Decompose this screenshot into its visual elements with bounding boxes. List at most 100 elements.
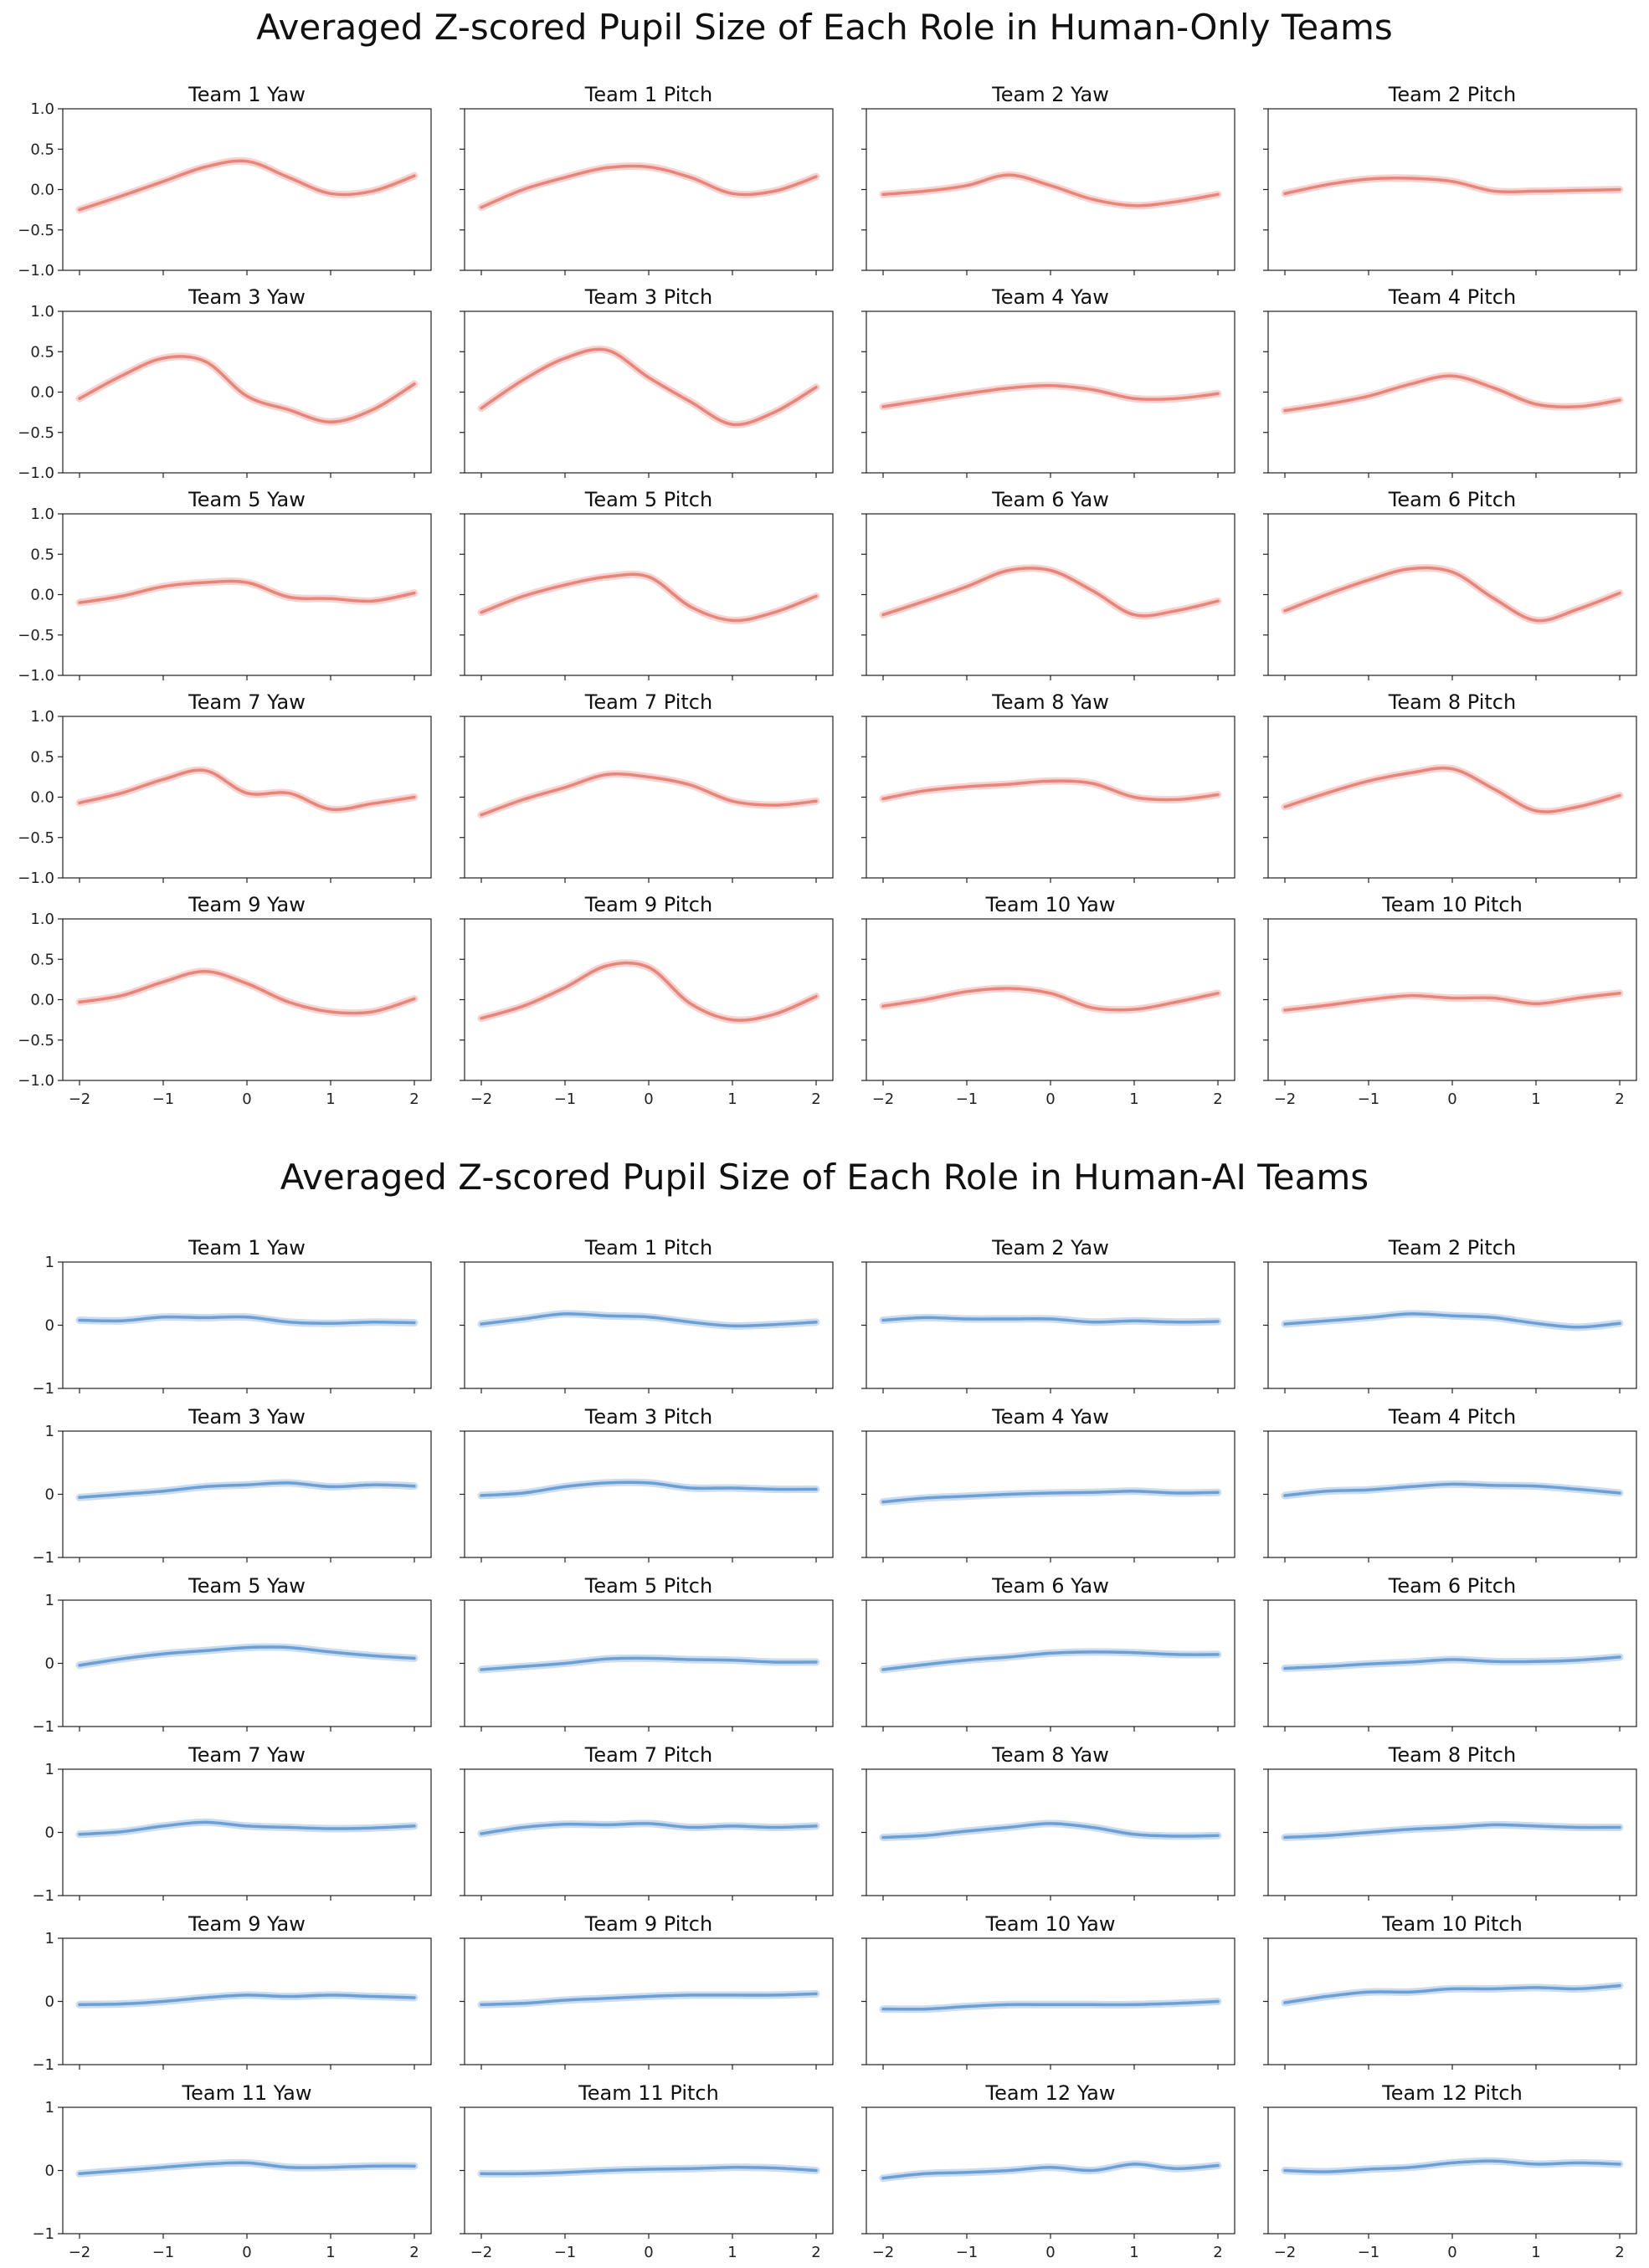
- human-only-y-tick-label: −0.5: [18, 627, 54, 644]
- human-only-panel-title: Team 6 Yaw: [991, 488, 1109, 511]
- human-only-x-tick-label: 2: [811, 1090, 820, 1108]
- human-ai-x-tick-label: 1: [1129, 2244, 1138, 2261]
- human-ai-y-tick-label: 0: [45, 2163, 54, 2180]
- human-ai-panel-title: Team 1 Pitch: [584, 1236, 712, 1260]
- human-ai-series-line-team-8-pitch: [1283, 1823, 1621, 1840]
- human-ai-panel-title: Team 5 Yaw: [188, 1574, 306, 1598]
- human-only-series-line-team-5-yaw: [78, 579, 416, 604]
- human-only-x-tick-label: −1: [554, 1090, 577, 1108]
- human-ai-x-tick-label: −1: [1358, 2244, 1380, 2261]
- human-only-series-line-team-7-yaw: [78, 768, 416, 812]
- human-ai-series-line-team-5-yaw: [78, 1645, 416, 1667]
- human-only-panel-title: Team 1 Pitch: [584, 83, 712, 106]
- human-only-y-tick-label: −0.5: [18, 424, 54, 442]
- human-only-series-line-team-10-yaw: [881, 987, 1220, 1012]
- human-only-y-tick-label: −1.0: [18, 464, 54, 482]
- human-only-y-tick-label: −1.0: [18, 667, 54, 685]
- human-only-series-line-team-1-pitch: [480, 164, 818, 209]
- human-only-y-tick-label: 0.5: [30, 141, 54, 158]
- human-ai-series-line-team-6-yaw: [881, 1650, 1220, 1671]
- human-ai-panel-frame: [62, 1599, 432, 1727]
- human-only-x-tick-label: −1: [1358, 1090, 1380, 1108]
- human-ai-panel-title: Team 11 Pitch: [578, 2081, 719, 2105]
- human-only-series-line-team-3-pitch: [480, 347, 818, 427]
- human-ai-panel-title: Team 4 Yaw: [991, 1405, 1109, 1429]
- human-ai-series-line-team-6-pitch: [1283, 1655, 1621, 1670]
- human-only-panel-frame: [1267, 310, 1637, 474]
- human-ai-y-tick-label: 1: [45, 1761, 54, 1778]
- human-ai-panel-title: Team 2 Pitch: [1388, 1236, 1516, 1260]
- human-only-y-tick-label: 1.0: [30, 505, 54, 523]
- human-ai-panel-title: Team 9 Yaw: [188, 1912, 306, 1936]
- human-only-x-tick-label: 1: [1531, 1090, 1540, 1108]
- human-ai-series-line-team-2-yaw: [881, 1316, 1220, 1324]
- human-ai-x-tick-label: 2: [1615, 2244, 1624, 2261]
- human-only-y-tick-label: −0.5: [18, 222, 54, 239]
- human-only-panel-title: Team 9 Pitch: [584, 893, 712, 916]
- human-only-x-tick-label: −2: [69, 1090, 91, 1108]
- human-ai-x-tick-label: −1: [956, 2244, 979, 2261]
- human-ai-x-tick-label: 2: [811, 2244, 820, 2261]
- human-ai-series-line-team-1-yaw: [78, 1315, 416, 1325]
- human-only-x-tick-label: 1: [326, 1090, 335, 1108]
- human-ai-panel-title: Team 7 Pitch: [584, 1743, 712, 1767]
- human-only-series-band-team-9-pitch: [477, 959, 820, 1024]
- human-only-panel-title: Team 8 Yaw: [991, 690, 1109, 714]
- human-ai-series-line-team-7-yaw: [78, 1820, 416, 1836]
- human-only-series-line-team-6-pitch: [1283, 566, 1621, 623]
- human-only-panel-title: Team 2 Yaw: [991, 83, 1109, 106]
- human-only-series-line-team-2-pitch: [1283, 177, 1621, 196]
- human-ai-series-line-team-3-pitch: [480, 1480, 818, 1497]
- human-only-series-line-team-4-yaw: [881, 384, 1220, 408]
- human-only-x-tick-label: 0: [1447, 1090, 1456, 1108]
- human-ai-series-line-team-4-yaw: [881, 1489, 1220, 1504]
- human-only-x-tick-label: 1: [1129, 1090, 1138, 1108]
- human-only-x-tick-label: 0: [1045, 1090, 1055, 1108]
- human-ai-y-tick-label: −1: [32, 2056, 54, 2074]
- human-only-x-tick-label: −2: [872, 1090, 895, 1108]
- human-only-x-tick-label: 2: [1615, 1090, 1624, 1108]
- human-only-x-tick-label: −1: [956, 1090, 979, 1108]
- human-ai-y-tick-label: −1: [32, 1718, 54, 1736]
- human-ai-x-tick-label: 0: [644, 2244, 653, 2261]
- human-ai-y-tick-label: 0: [45, 1486, 54, 1504]
- human-ai-x-tick-label: 1: [326, 2244, 335, 2261]
- human-ai-panel-title: Team 3 Yaw: [188, 1405, 306, 1429]
- human-ai-y-tick-label: −1: [32, 1887, 54, 1905]
- human-only-panel-title: Team 10 Yaw: [985, 893, 1116, 916]
- human-ai-x-tick-label: −2: [470, 2244, 493, 2261]
- human-only-panel-frame: [866, 513, 1235, 676]
- human-ai-panel-title: Team 8 Pitch: [1388, 1743, 1516, 1767]
- human-only-series-line-team-1-yaw: [78, 159, 416, 212]
- human-ai-series-line-team-9-yaw: [78, 1993, 416, 2007]
- human-ai-series-line-team-10-pitch: [1283, 1983, 1621, 2004]
- human-ai-panel-title: Team 2 Yaw: [991, 1236, 1109, 1260]
- human-ai-x-tick-label: 0: [242, 2244, 251, 2261]
- human-only-x-tick-label: 2: [409, 1090, 419, 1108]
- human-only-y-tick-label: 1.0: [30, 911, 54, 928]
- human-only-y-tick-label: 0.0: [30, 992, 54, 1009]
- human-ai-series-line-team-11-pitch: [480, 2165, 818, 2176]
- human-ai-panel-title: Team 10 Pitch: [1381, 1912, 1523, 1936]
- human-only-y-tick-label: −1.0: [18, 1072, 54, 1090]
- human-only-y-tick-label: −0.5: [18, 1032, 54, 1049]
- human-ai-y-tick-label: 0: [45, 1993, 54, 2011]
- human-ai-x-tick-label: 0: [1045, 2244, 1055, 2261]
- human-ai-y-tick-label: −1: [32, 2225, 54, 2243]
- human-ai-series-band-team-5-pitch: [477, 1654, 820, 1674]
- human-ai-series-line-team-12-yaw: [881, 2163, 1220, 2180]
- human-ai-panel-frame: [1267, 1937, 1637, 2065]
- human-only-figure-title: Averaged Z-scored Pupil Size of Each Rol…: [256, 7, 1393, 48]
- human-ai-y-tick-label: 1: [45, 1592, 54, 1609]
- human-only-panel-frame: [464, 918, 834, 1081]
- human-ai-series-line-team-8-yaw: [881, 1822, 1220, 1840]
- human-ai-y-tick-label: 0: [45, 1317, 54, 1335]
- human-ai-panel-title: Team 4 Pitch: [1388, 1405, 1516, 1429]
- human-only-y-tick-label: 0.5: [30, 546, 54, 563]
- human-only-panel-title: Team 8 Pitch: [1388, 690, 1516, 714]
- human-only-panel-title: Team 9 Yaw: [188, 893, 306, 916]
- human-only-series-band-team-1-yaw: [75, 157, 419, 214]
- human-ai-series-line-team-5-pitch: [480, 1656, 818, 1671]
